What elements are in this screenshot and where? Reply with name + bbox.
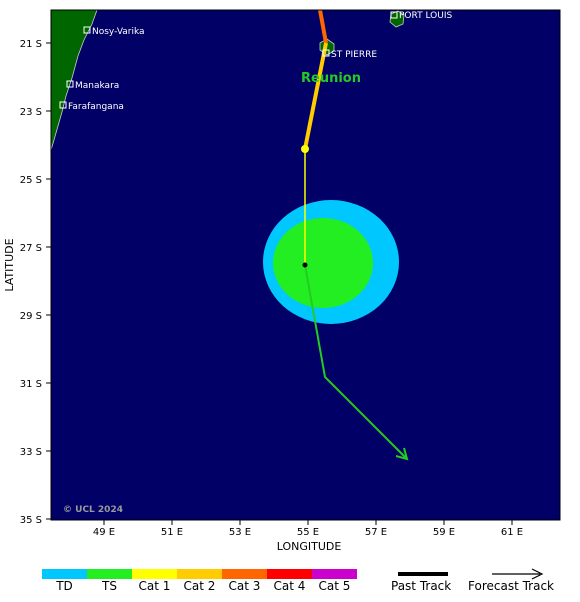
past-track-cat3 bbox=[318, 9, 328, 44]
y-axis-label: LATITUDE bbox=[3, 238, 16, 291]
copyright-credit: © UCL 2024 bbox=[63, 505, 123, 515]
wind-field-ts bbox=[273, 218, 373, 308]
lon-tick-label: 59 E bbox=[433, 527, 455, 538]
lat-axis: 21 S 23 S 25 S 27 S 29 S 31 S 33 S 35 S bbox=[20, 39, 51, 526]
legend-swatch-cat4 bbox=[267, 569, 312, 579]
lat-tick-label: 27 S bbox=[20, 243, 42, 254]
lon-tick-label: 49 E bbox=[93, 527, 115, 538]
legend-label-cat4: Cat 4 bbox=[273, 579, 306, 593]
lon-tick-label: 51 E bbox=[161, 527, 183, 538]
legend-swatch-ts bbox=[87, 569, 132, 579]
legend-label-ts: TS bbox=[102, 579, 117, 593]
lon-tick-label: 53 E bbox=[229, 527, 251, 538]
storm-center bbox=[302, 262, 308, 268]
city-label: ST PIERRE bbox=[331, 50, 377, 60]
past-track-cat2 bbox=[303, 42, 328, 150]
city-label: PORT LOUIS bbox=[399, 11, 452, 21]
lat-tick-label: 35 S bbox=[20, 515, 42, 526]
forecast-arrowhead bbox=[395, 447, 409, 461]
city-label: Nosy-Varika bbox=[92, 27, 145, 37]
legend-swatch-cat5 bbox=[312, 569, 357, 579]
lon-tick-label: 61 E bbox=[501, 527, 523, 538]
forecast-track-label: Forecast Track bbox=[468, 579, 554, 593]
forecast-track bbox=[304, 264, 408, 460]
city-farafangana: Farafangana bbox=[59, 101, 124, 112]
lat-tick-label: 31 S bbox=[20, 379, 42, 390]
city-st-pierre: ST PIERRE bbox=[322, 49, 377, 60]
map-frame bbox=[50, 9, 561, 521]
lat-tick-label: 21 S bbox=[20, 39, 42, 50]
city-label: Manakara bbox=[75, 81, 119, 91]
legend-label-cat2: Cat 2 bbox=[183, 579, 216, 593]
lon-axis: 49 E 51 E 53 E 55 E 57 E 59 E 61 E bbox=[93, 520, 523, 538]
legend-swatch-cat3 bbox=[222, 569, 267, 579]
lon-tick-label: 55 E bbox=[297, 527, 319, 538]
lat-tick-label: 23 S bbox=[20, 107, 42, 118]
forecast-legend-arrowhead bbox=[531, 568, 544, 580]
legend-swatch-td bbox=[42, 569, 87, 579]
track-point bbox=[301, 145, 309, 153]
city-nosy-varika: Nosy-Varika bbox=[83, 26, 145, 37]
lon-tick-label: 57 E bbox=[365, 527, 387, 538]
legend-swatch-cat2 bbox=[177, 569, 222, 579]
city-label: Farafangana bbox=[68, 102, 124, 112]
legend-swatch-cat1 bbox=[132, 569, 177, 579]
past-track-label: Past Track bbox=[391, 579, 452, 593]
x-axis-label: LONGITUDE bbox=[277, 540, 342, 553]
lat-tick-label: 29 S bbox=[20, 311, 42, 322]
city-manakara: Manakara bbox=[66, 80, 119, 91]
legend-label-cat1: Cat 1 bbox=[138, 579, 171, 593]
city-port-louis: PORT LOUIS bbox=[390, 11, 452, 21]
legend-label-cat5: Cat 5 bbox=[318, 579, 351, 593]
lat-tick-label: 33 S bbox=[20, 447, 42, 458]
island-label: Reunion bbox=[301, 71, 361, 86]
lat-tick-label: 25 S bbox=[20, 175, 42, 186]
mauritius-land bbox=[389, 10, 405, 28]
legend-label-td: TD bbox=[56, 579, 73, 593]
legend-label-cat3: Cat 3 bbox=[228, 579, 261, 593]
